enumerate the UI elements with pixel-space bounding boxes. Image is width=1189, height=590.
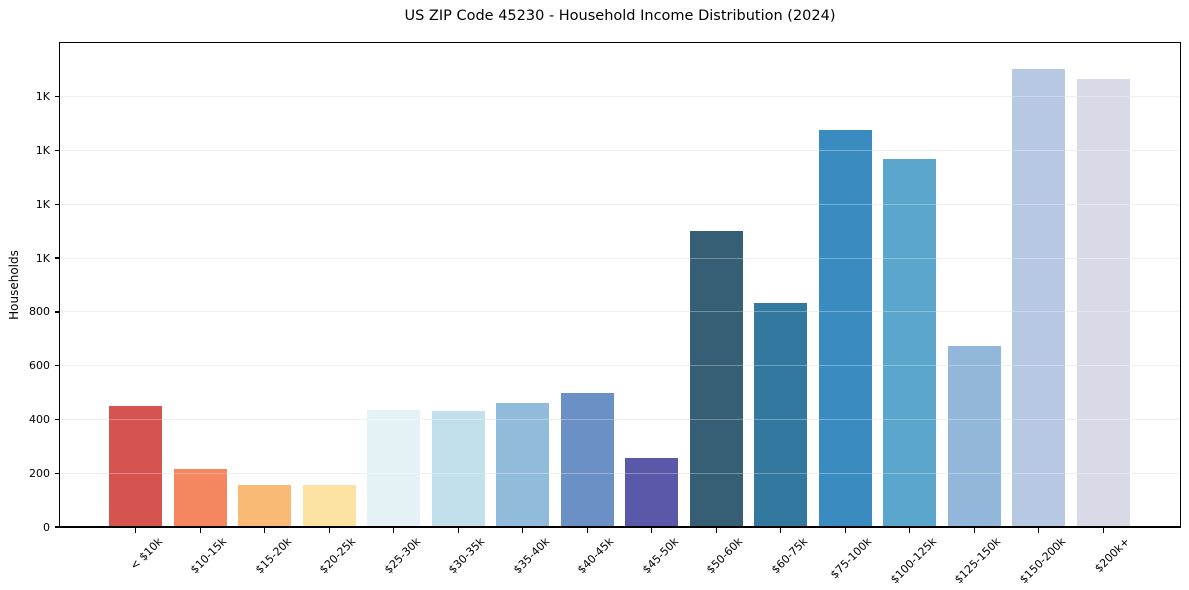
x-tick xyxy=(264,528,266,533)
gridline xyxy=(60,472,1180,474)
gridline-overlay xyxy=(60,472,1180,474)
y-tick xyxy=(55,257,60,259)
gridline-overlay xyxy=(60,311,1180,313)
y-tick xyxy=(55,311,60,313)
axis-spine-right xyxy=(1179,42,1181,528)
bar xyxy=(173,469,227,527)
bar xyxy=(302,485,356,527)
y-tick xyxy=(55,96,60,98)
gridline xyxy=(60,311,1180,313)
y-tick-label: 1K xyxy=(35,90,50,104)
y-tick xyxy=(55,418,60,421)
gridline xyxy=(60,150,1180,152)
bar xyxy=(1076,79,1130,527)
gridline xyxy=(60,96,1180,98)
y-tick xyxy=(55,472,60,474)
x-tick xyxy=(844,528,846,533)
bar xyxy=(109,406,163,527)
axis-spine-left xyxy=(59,42,61,528)
x-tick xyxy=(522,528,524,533)
gridline-overlay xyxy=(60,203,1180,205)
gridline xyxy=(60,365,1180,367)
x-tick-label: < $10k xyxy=(127,535,166,573)
bar xyxy=(367,410,421,527)
x-tick xyxy=(909,528,911,533)
x-tick xyxy=(780,528,782,533)
x-tick xyxy=(199,528,201,533)
y-tick-label: 1K xyxy=(35,251,50,265)
plot-area: 0 200 400 600 800 1K 1K 1K 1K < $10k $10-15k $15-20… xyxy=(29,42,1181,586)
x-tick xyxy=(586,528,588,533)
bar xyxy=(1012,68,1066,527)
x-tick xyxy=(457,528,459,533)
x-tick xyxy=(328,528,330,533)
y-tick-label: 200 xyxy=(29,466,50,480)
bar xyxy=(238,485,292,527)
y-tick xyxy=(55,203,60,205)
bar xyxy=(689,231,743,527)
x-tick xyxy=(715,528,717,533)
bar xyxy=(818,130,872,527)
x-tick xyxy=(1102,528,1104,533)
y-tick-label: 1K xyxy=(35,197,50,211)
bar xyxy=(883,159,937,527)
gridline xyxy=(60,257,1180,259)
y-tick xyxy=(55,365,60,367)
x-tick xyxy=(973,528,975,533)
gridline-overlay xyxy=(60,418,1180,420)
x-tick xyxy=(393,528,395,533)
y-tick xyxy=(55,526,60,528)
y-tick xyxy=(55,149,60,152)
bar xyxy=(625,457,679,527)
y-tick-label: 0 xyxy=(43,520,50,534)
x-tick xyxy=(135,528,137,533)
bar xyxy=(560,392,614,527)
bar xyxy=(754,303,808,527)
chart-title: US ZIP Code 45230 - Household Income Dis… xyxy=(404,8,836,24)
gridline-overlay xyxy=(60,96,1180,98)
y-tick-label: 800 xyxy=(29,305,50,319)
gridline-overlay xyxy=(60,257,1180,259)
y-tick-label: 400 xyxy=(29,412,50,426)
gridline-overlay xyxy=(60,150,1180,152)
gridline xyxy=(60,203,1180,205)
bar xyxy=(947,346,1001,527)
x-tick xyxy=(651,528,653,533)
x-tick xyxy=(1038,528,1040,533)
y-tick-label: 1K xyxy=(35,144,50,158)
gridline-overlay xyxy=(60,365,1180,367)
gridline xyxy=(60,418,1180,420)
bar xyxy=(496,402,550,527)
bar xyxy=(431,411,485,527)
axis-spine-top xyxy=(59,42,1181,44)
axis-spine-bottom xyxy=(59,526,1181,528)
y-tick-label: 600 xyxy=(29,359,50,373)
